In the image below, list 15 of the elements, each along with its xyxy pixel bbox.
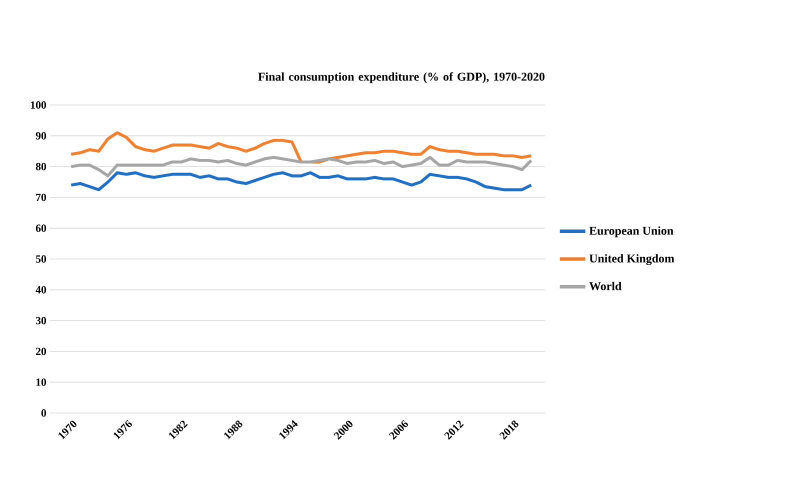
y-tick-label: 80 bbox=[36, 162, 46, 170]
y-tick-label: 70 bbox=[36, 194, 46, 202]
legend-label: European Union bbox=[589, 226, 674, 238]
legend-label: World bbox=[589, 282, 622, 290]
y-tick-label: 50 bbox=[36, 255, 46, 263]
y-tick-label: 60 bbox=[36, 224, 46, 232]
y-tick-label: 100 bbox=[30, 101, 46, 109]
legend-label: United Kingdom bbox=[589, 254, 674, 266]
y-tick-label: 10 bbox=[36, 378, 46, 386]
y-tick-label: 30 bbox=[36, 316, 46, 324]
chart-title: Final consumption expenditure (% of GDP), 1970-2020 bbox=[258, 72, 545, 84]
y-tick-label: 20 bbox=[36, 348, 46, 356]
y-tick-label: 0 bbox=[41, 409, 46, 417]
y-tick-label: 90 bbox=[36, 132, 46, 140]
y-tick-label: 40 bbox=[36, 286, 46, 294]
